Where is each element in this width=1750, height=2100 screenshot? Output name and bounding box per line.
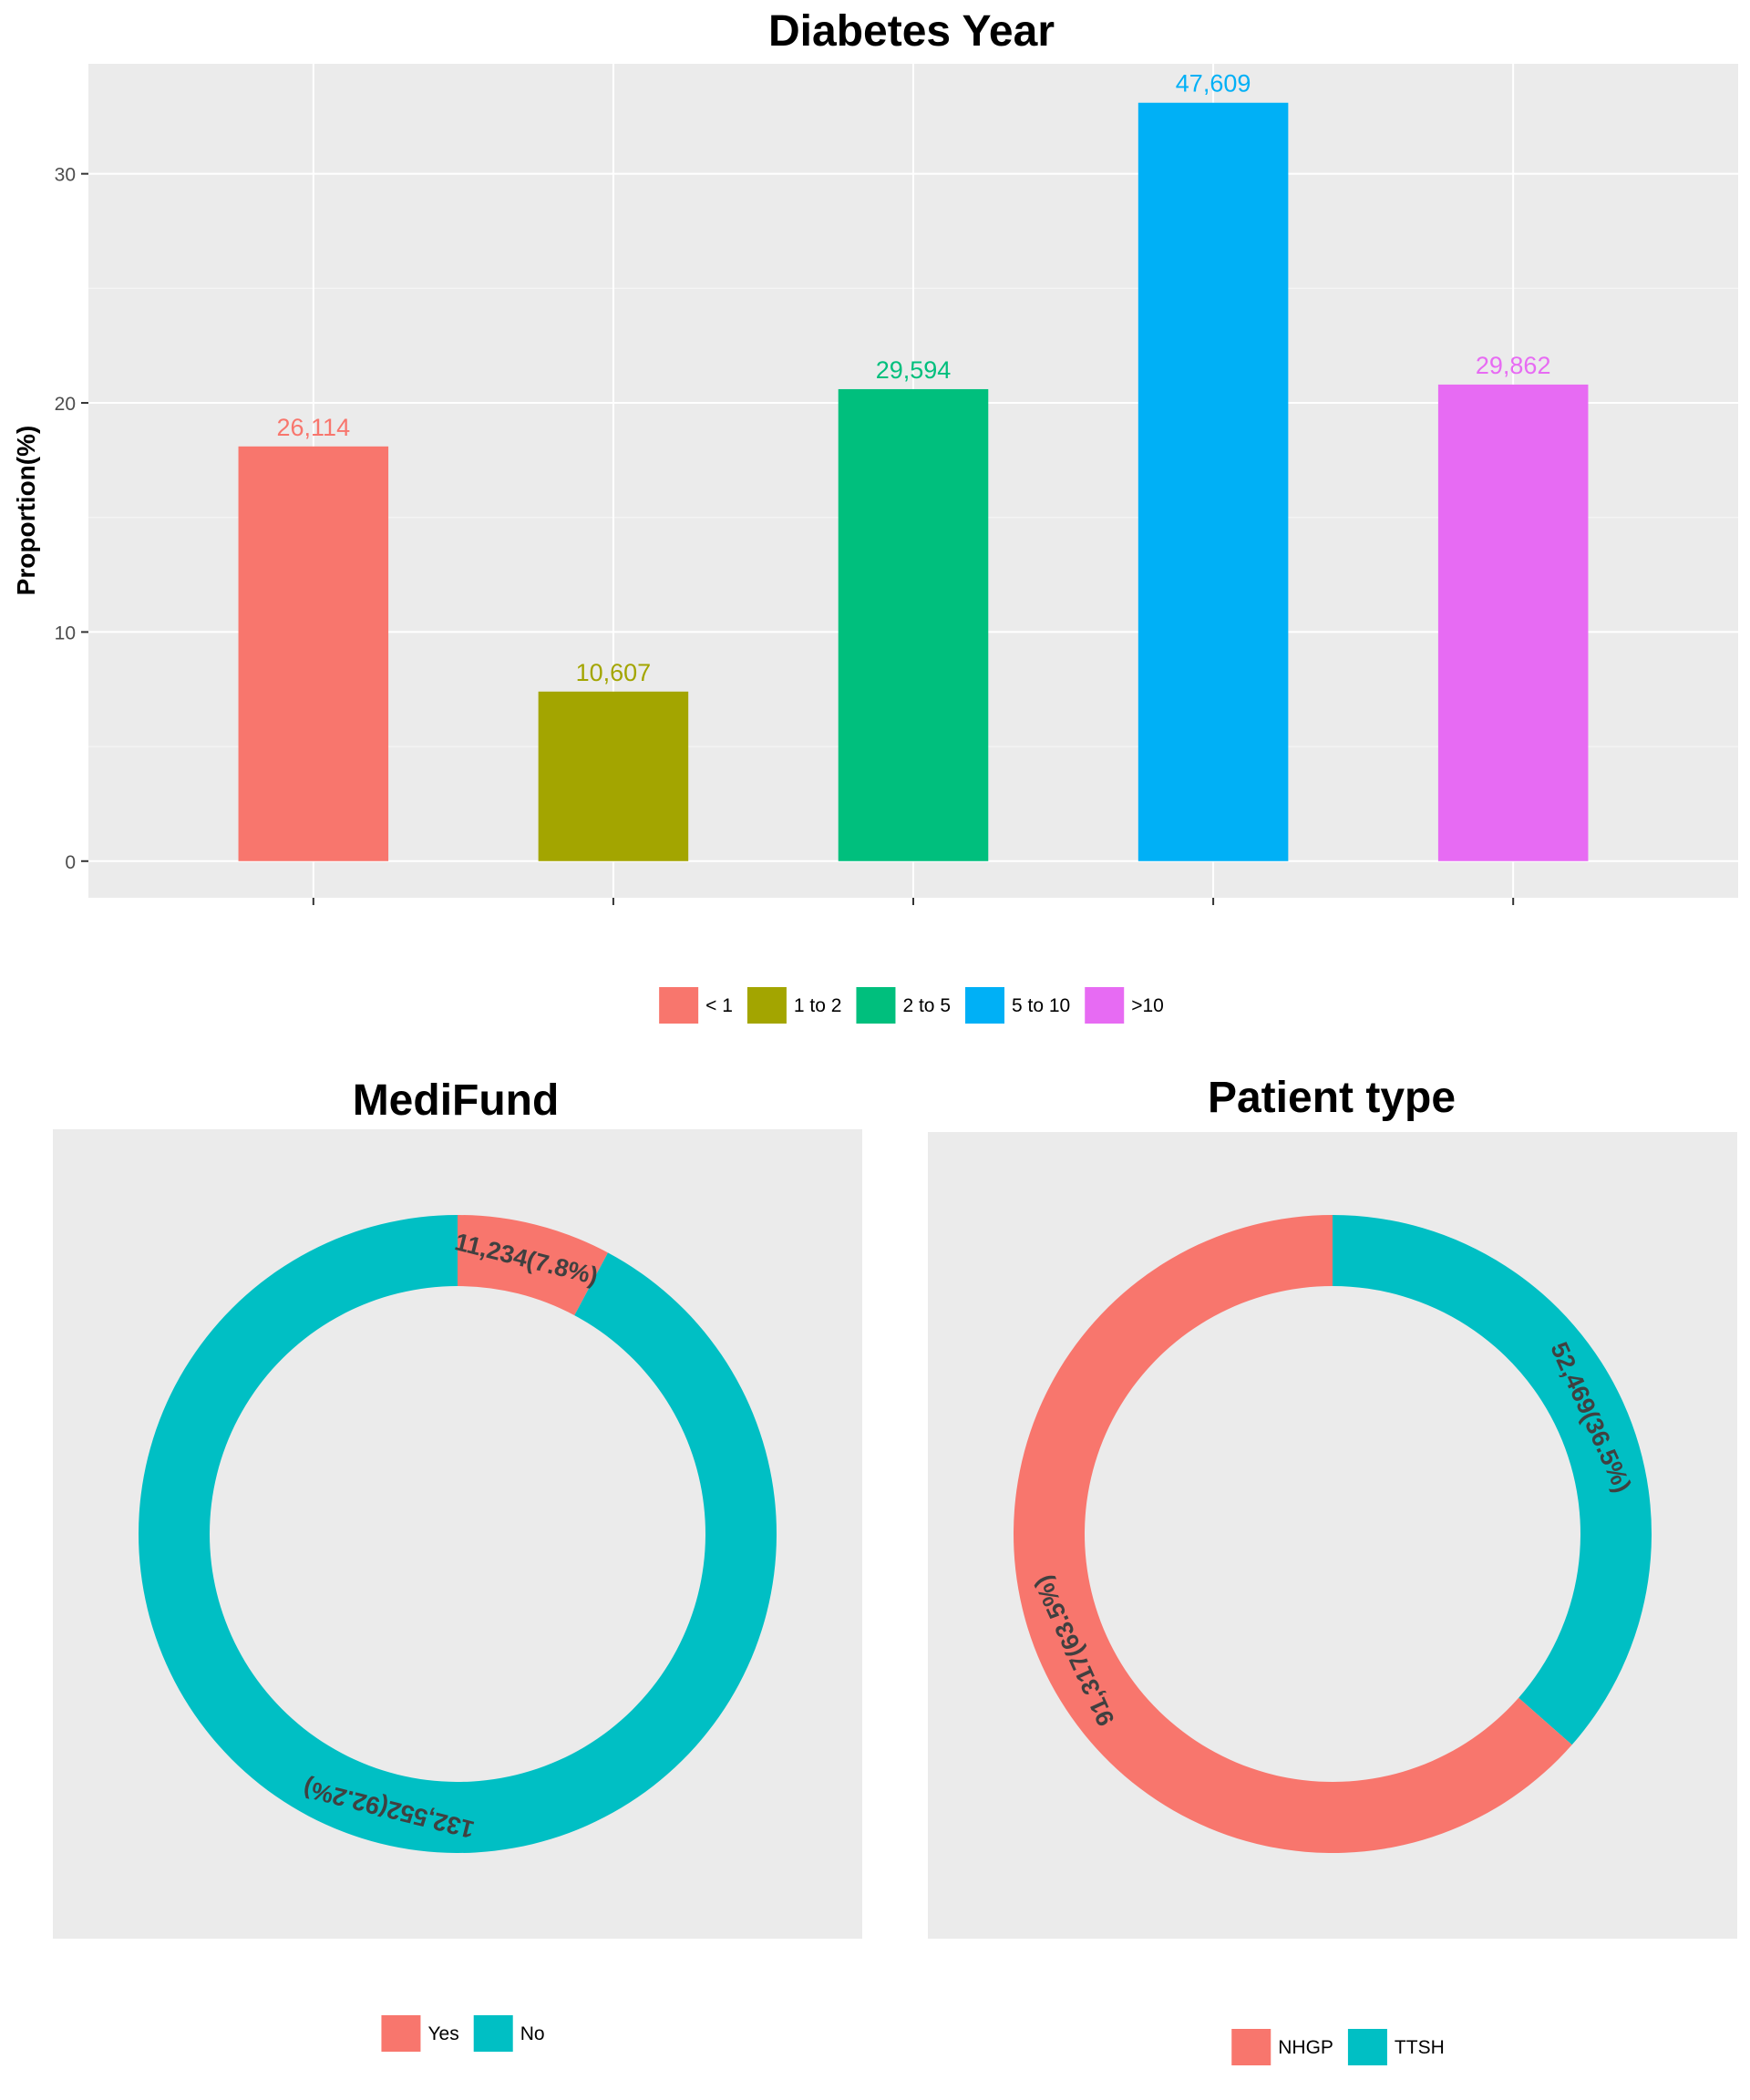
bar-y-axis-title: Proportion(%) [12,426,40,596]
patient-type-legend: NHGP TTSH [1231,2029,1445,2065]
y-tick-label: 0 [65,852,76,873]
legend-key-ttsh [1347,2029,1387,2065]
diabetes-year-chart: Diabetes Year 0 10 20 30 26,114 10,607 29,594… [12,7,1738,1024]
legend-label: Yes [427,2023,458,2044]
medifund-legend: Yes No [381,2015,545,2052]
bar-1 [238,446,389,861]
legend-key-nhgp [1231,2029,1271,2065]
slice-yes [458,1215,608,1316]
medifund-slices [138,1215,777,1854]
legend-key-2-to-5 [856,987,896,1024]
patient-type-chart: Patient type 52,469(36.5%)91,317(63.5%) … [928,1074,1737,2065]
bar-5-to-10 [1138,102,1289,861]
bar-y-axis-ticks: 0 10 20 30 [55,165,1515,905]
legend-label: TTSH [1395,2037,1445,2058]
patient-type-slices [1014,1215,1652,1853]
legend-key-no [473,2015,513,2052]
legend-key-10 [1085,987,1125,1024]
legend-label: 5 to 10 [1012,995,1070,1016]
y-tick-label: 10 [55,623,76,643]
legend-label: No [520,2023,545,2044]
bar-data-label: 10,607 [576,659,652,686]
bar-data-label: 29,862 [1476,352,1551,379]
bar-data-label: 29,594 [876,356,952,384]
bar-data-label: 47,609 [1176,70,1251,98]
medifund-title: MediFund [353,1076,560,1125]
legend-label: < 1 [705,995,733,1016]
legend-label: >10 [1131,995,1164,1016]
legend-label: 2 to 5 [902,995,951,1016]
legend-key-5-to-10 [965,987,1005,1024]
y-tick-label: 30 [55,165,76,186]
legend-key-1 [659,987,699,1024]
legend-label: 1 to 2 [794,995,842,1016]
bar-2-to-5 [838,388,989,861]
patient-type-title: Patient type [1208,1074,1456,1122]
y-tick-label: 20 [55,394,76,415]
slice-nhgp [1014,1215,1572,1853]
legend-label: NHGP [1278,2037,1333,2058]
bar-legend: < 1 1 to 2 2 to 5 5 to 10 >10 [659,987,1164,1024]
bar-10 [1437,384,1589,861]
legend-key-1-to-2 [746,987,787,1024]
bar-chart-title: Diabetes Year [768,7,1055,56]
bar-1-to-2 [538,691,689,861]
medifund-chart: MediFund 11,234(7.8%)132,552(92.2%) Yes N… [53,1076,862,2052]
bar-data-labels: 26,114 10,607 29,594 47,609 29,862 [277,70,1551,686]
bar-series [238,102,1589,861]
legend-key-yes [381,2015,421,2052]
slice-ttsh [1333,1215,1652,1745]
bar-data-label: 26,114 [277,414,351,441]
